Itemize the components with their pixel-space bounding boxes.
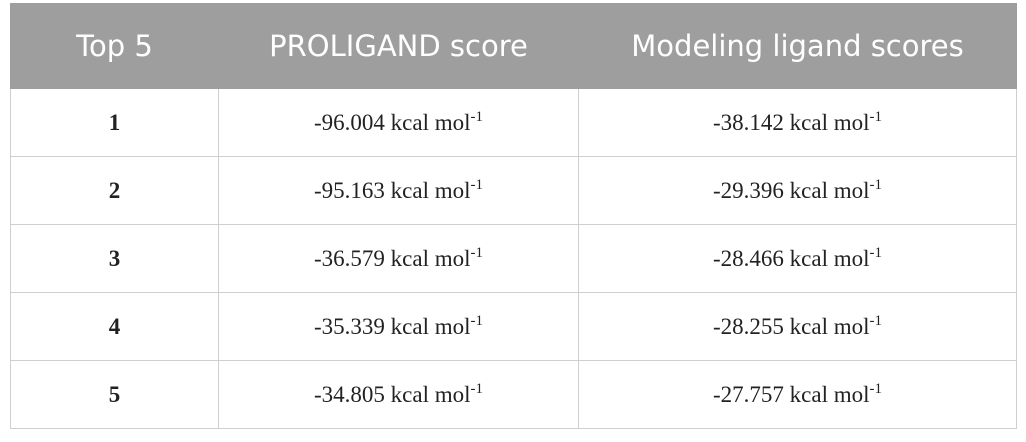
score-text: -28.466 kcal mol — [713, 246, 870, 271]
score-text: -96.004 kcal mol — [314, 110, 471, 135]
table-row: 1 -96.004 kcal mol-1 -38.142 kcal mol-1 — [10, 88, 1017, 157]
table-row: 4 -35.339 kcal mol-1 -28.255 kcal mol-1 — [10, 292, 1017, 361]
score-cell: -96.004 kcal mol-1 — [218, 88, 579, 157]
header-cell: Top 5 — [10, 3, 219, 89]
score-text: -36.579 kcal mol — [314, 246, 471, 271]
score-text: -27.757 kcal mol — [713, 382, 870, 407]
unit-exponent: -1 — [470, 109, 484, 125]
table-row: 5 -34.805 kcal mol-1 -27.757 kcal mol-1 — [10, 360, 1017, 429]
table-row: 2 -95.163 kcal mol-1 -29.396 kcal mol-1 — [10, 156, 1017, 225]
score-text: -34.805 kcal mol — [314, 382, 471, 407]
unit-exponent: -1 — [869, 109, 883, 125]
unit-exponent: -1 — [470, 177, 484, 193]
table-row: 3 -36.579 kcal mol-1 -28.466 kcal mol-1 — [10, 224, 1017, 293]
rank-cell: 5 — [10, 360, 219, 429]
unit-exponent: -1 — [470, 381, 484, 397]
score-text: -35.339 kcal mol — [314, 314, 471, 339]
rank-cell: 3 — [10, 224, 219, 293]
rank-cell: 1 — [10, 88, 219, 157]
table-head: Top 5 PROLIGAND score Modeling ligand scor… — [10, 3, 1017, 89]
score-cell: -35.339 kcal mol-1 — [218, 292, 579, 361]
header-row: Top 5 PROLIGAND score Modeling ligand scor… — [10, 3, 1017, 89]
score-text: -95.163 kcal mol — [314, 178, 471, 203]
score-cell: -38.142 kcal mol-1 — [578, 88, 1017, 157]
score-cell: -36.579 kcal mol-1 — [218, 224, 579, 293]
rank-cell: 4 — [10, 292, 219, 361]
header-cell: PROLIGAND score — [218, 3, 579, 89]
unit-exponent: -1 — [869, 381, 883, 397]
unit-exponent: -1 — [470, 313, 484, 329]
unit-exponent: -1 — [470, 245, 484, 261]
unit-exponent: -1 — [869, 245, 883, 261]
score-cell: -29.396 kcal mol-1 — [578, 156, 1017, 225]
header-cell: Modeling ligand scores — [578, 3, 1017, 89]
score-table: Top 5 PROLIGAND score Modeling ligand scor… — [10, 3, 1017, 429]
score-text: -38.142 kcal mol — [713, 110, 870, 135]
score-text: -28.255 kcal mol — [713, 314, 870, 339]
score-cell: -34.805 kcal mol-1 — [218, 360, 579, 429]
score-cell: -95.163 kcal mol-1 — [218, 156, 579, 225]
unit-exponent: -1 — [869, 313, 883, 329]
table-body: 1 -96.004 kcal mol-1 -38.142 kcal mol-1 2 -9… — [10, 88, 1017, 429]
score-cell: -28.255 kcal mol-1 — [578, 292, 1017, 361]
score-text: -29.396 kcal mol — [713, 178, 870, 203]
unit-exponent: -1 — [869, 177, 883, 193]
rank-cell: 2 — [10, 156, 219, 225]
score-cell: -28.466 kcal mol-1 — [578, 224, 1017, 293]
score-cell: -27.757 kcal mol-1 — [578, 360, 1017, 429]
